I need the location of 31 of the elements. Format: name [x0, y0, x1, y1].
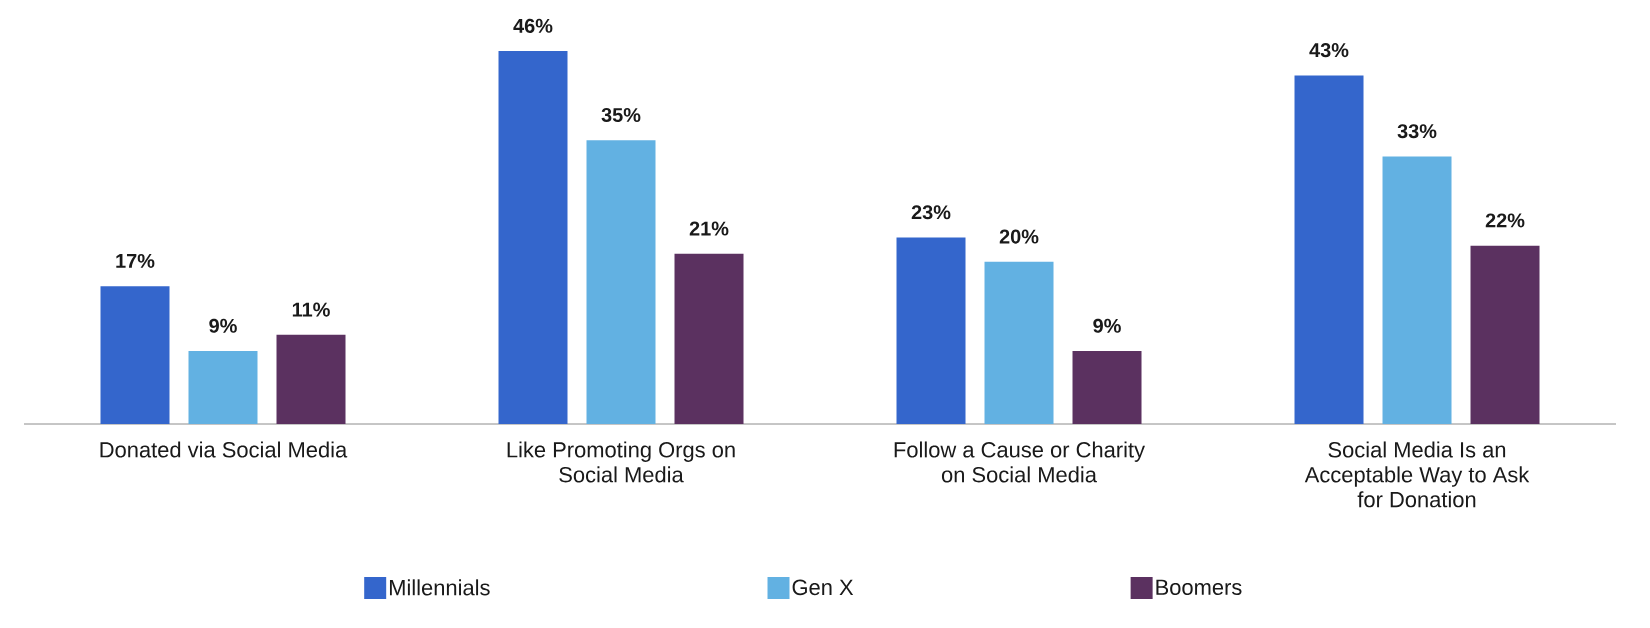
data-label: 22%	[1485, 213, 1525, 228]
bar	[984, 261, 1054, 424]
data-label: 17%	[116, 253, 155, 268]
data-label: 23%	[911, 205, 951, 220]
data-label: 9%	[209, 318, 237, 333]
data-label: 9%	[1093, 318, 1121, 333]
bar	[896, 237, 966, 424]
bar	[1072, 351, 1142, 424]
bar	[100, 286, 170, 424]
data-label: 21%	[689, 221, 729, 236]
x-tick-label: Follow a Cause or Charity on Social Media	[894, 441, 1145, 483]
legend-label: Millennials	[389, 579, 490, 596]
bar	[1294, 75, 1364, 424]
data-label: 20%	[999, 229, 1039, 244]
bar	[674, 253, 744, 424]
bar	[498, 51, 568, 424]
bar	[1470, 245, 1540, 424]
x-tick-label: Like Promoting Orgs on Social Media	[507, 441, 735, 483]
bar	[1382, 156, 1452, 424]
legend-label: Gen X	[792, 579, 854, 596]
data-label: 33%	[1397, 124, 1437, 139]
x-tick-label: Donated via Social Media	[100, 441, 348, 458]
data-label: 35%	[601, 107, 641, 123]
data-label: 43%	[1309, 43, 1349, 58]
data-label: 11%	[292, 302, 330, 317]
bar	[586, 140, 656, 424]
data-label: 46%	[513, 18, 553, 33]
bar	[276, 334, 346, 424]
legend-label: Boomers	[1156, 579, 1242, 596]
bar	[188, 351, 258, 424]
x-tick-label: Social Media Is an Acceptable Way to Ask for Donation	[1304, 441, 1530, 508]
